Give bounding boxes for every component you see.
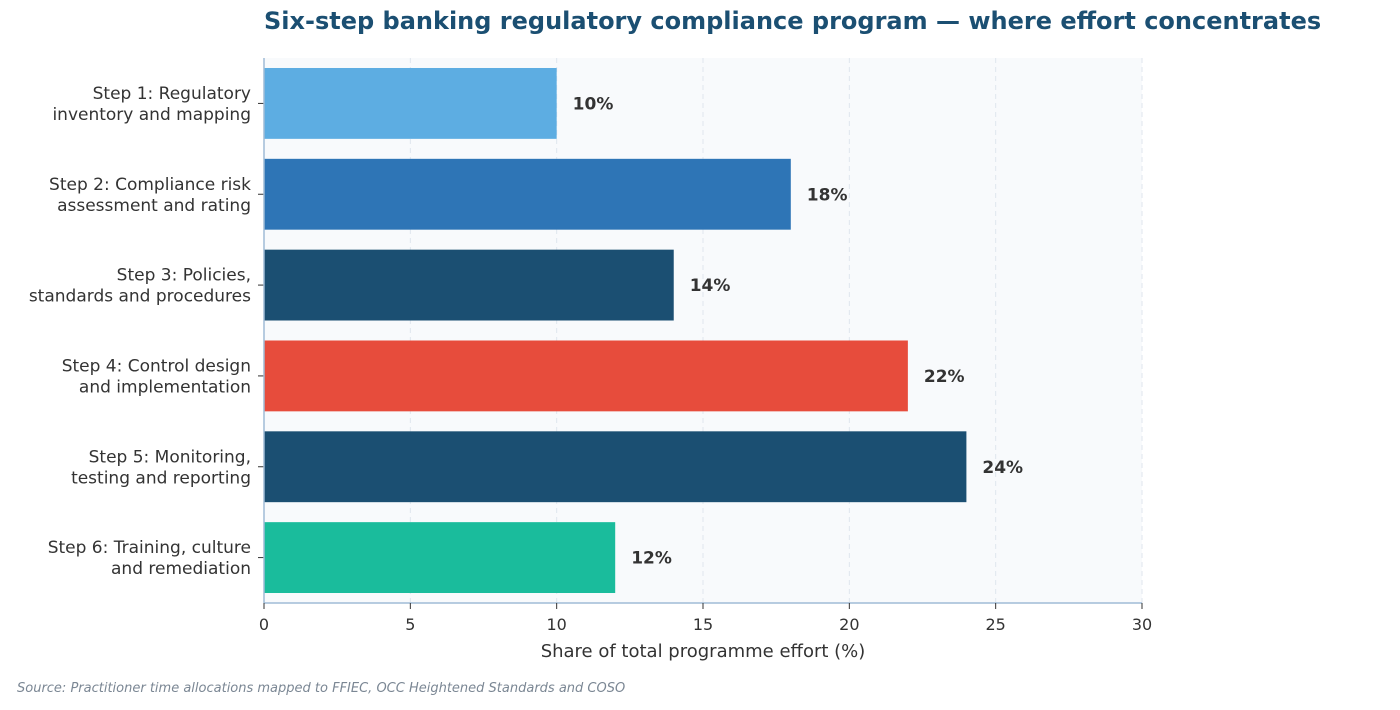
bar bbox=[264, 67, 557, 139]
bar-value-label: 18% bbox=[807, 185, 848, 205]
bar bbox=[264, 158, 791, 230]
category-label: and remediation bbox=[111, 559, 251, 579]
bar bbox=[264, 522, 616, 594]
category-label: Step 1: Regulatory bbox=[93, 84, 251, 104]
category-label: Step 3: Policies, bbox=[117, 266, 251, 286]
x-tick-label: 0 bbox=[259, 615, 269, 634]
bar-value-label: 12% bbox=[631, 549, 672, 569]
category-label: inventory and mapping bbox=[52, 105, 251, 125]
bar bbox=[264, 340, 908, 412]
bar bbox=[264, 431, 967, 503]
category-label: Step 2: Compliance risk bbox=[49, 175, 251, 195]
category-label: Step 4: Control design bbox=[62, 356, 251, 376]
bar-value-label: 24% bbox=[982, 458, 1023, 478]
category-label: and implementation bbox=[79, 377, 251, 397]
bar-value-label: 22% bbox=[924, 367, 965, 387]
category-label: standards and procedures bbox=[29, 287, 251, 307]
source-note: Source: Practitioner time allocations ma… bbox=[17, 681, 626, 696]
x-tick-label: 15 bbox=[693, 615, 713, 634]
category-label: assessment and rating bbox=[57, 196, 251, 216]
x-tick-label: 20 bbox=[839, 615, 859, 634]
x-tick-label: 5 bbox=[405, 615, 415, 634]
category-label: Step 6: Training, culture bbox=[48, 538, 251, 558]
x-tick-label: 10 bbox=[546, 615, 566, 634]
x-tick-label: 30 bbox=[1132, 615, 1152, 634]
chart-title: Six-step banking regulatory compliance p… bbox=[264, 7, 1322, 35]
x-axis-label: Share of total programme effort (%) bbox=[541, 641, 866, 662]
bar bbox=[264, 249, 674, 321]
bar-value-label: 14% bbox=[690, 276, 731, 296]
category-label: testing and reporting bbox=[71, 468, 251, 488]
category-label: Step 5: Monitoring, bbox=[89, 447, 251, 467]
x-tick-label: 25 bbox=[985, 615, 1005, 634]
bar-value-label: 10% bbox=[573, 94, 614, 114]
